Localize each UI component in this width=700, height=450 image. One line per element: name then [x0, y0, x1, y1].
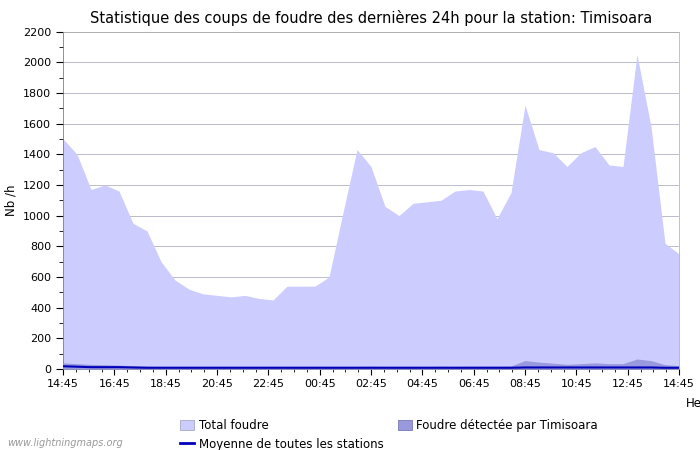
- Title: Statistique des coups de foudre des dernières 24h pour la station: Timisoara: Statistique des coups de foudre des dern…: [90, 10, 652, 26]
- Text: Heure: Heure: [686, 397, 700, 410]
- Legend: Total foudre, Moyenne de toutes les stations, Foudre détectée par Timisoara: Total foudre, Moyenne de toutes les stat…: [180, 419, 598, 450]
- Text: www.lightningmaps.org: www.lightningmaps.org: [7, 438, 122, 448]
- Y-axis label: Nb /h: Nb /h: [4, 184, 18, 216]
